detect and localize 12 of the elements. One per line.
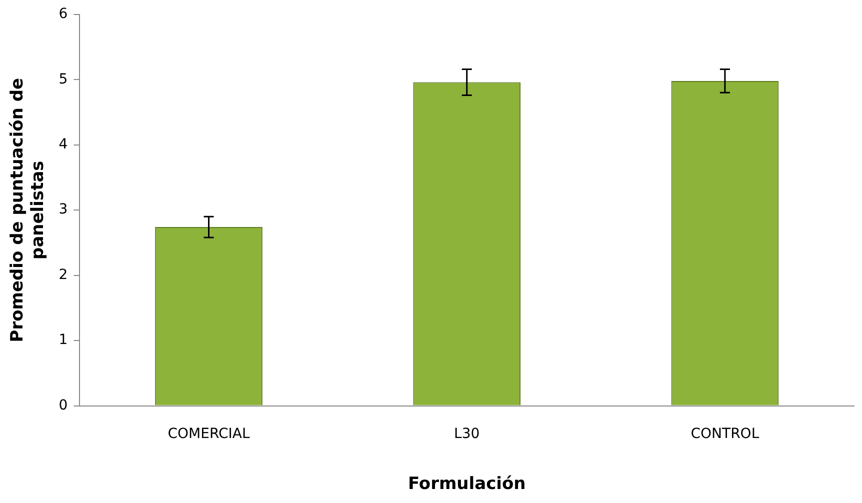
y-axis-title: Promedio de puntuación de panelistas <box>8 78 48 342</box>
y-tick-label: 0 <box>58 397 68 414</box>
x-tick-label: L30 <box>454 426 480 442</box>
y-tick-label: 2 <box>58 266 68 283</box>
x-tick-label: CONTROL <box>690 426 760 442</box>
x-tick-label: COMERCIAL <box>168 426 250 442</box>
y-tick-label: 4 <box>58 136 68 153</box>
y-tick-label: 5 <box>58 71 68 88</box>
y-tick-label: 3 <box>58 202 68 218</box>
x-axis-title: Formulación <box>408 474 526 494</box>
y-tick-label: 6 <box>58 6 68 22</box>
y-tick-label: 1 <box>58 332 68 348</box>
